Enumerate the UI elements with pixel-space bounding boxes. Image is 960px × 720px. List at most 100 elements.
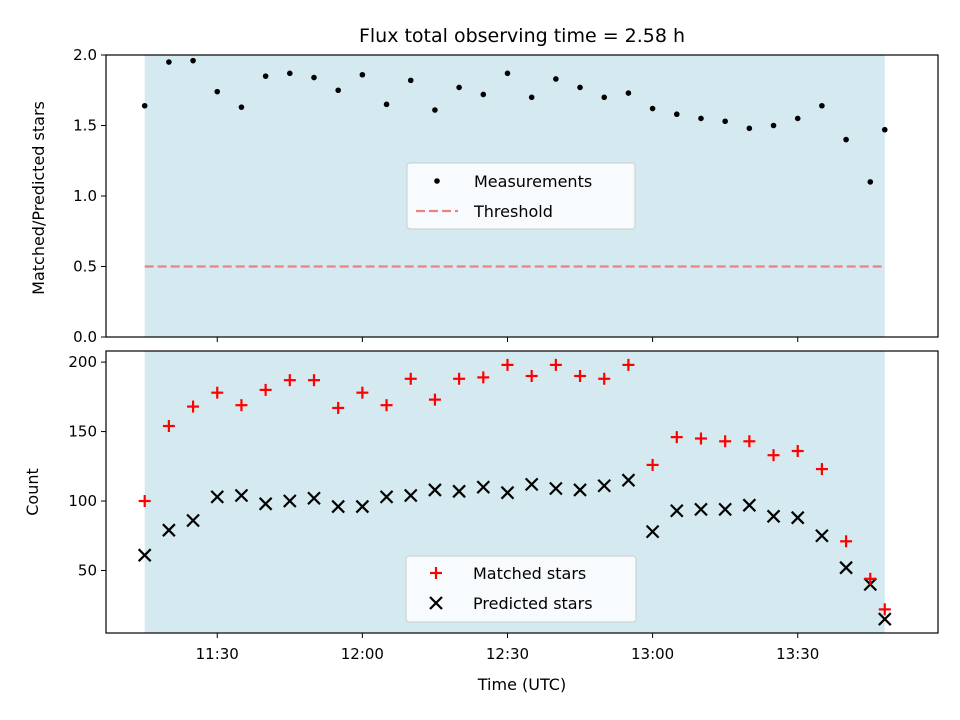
legend-matched-label: Matched stars: [473, 564, 586, 583]
measurement-point: [746, 125, 753, 132]
predicted-star-point: [694, 502, 708, 517]
predicted-star-point: [573, 483, 587, 497]
matched-star-point: [211, 386, 224, 399]
predicted-star-point: [549, 481, 563, 496]
predicted-star-point: [524, 477, 539, 492]
measurement-point: [577, 84, 583, 91]
y-tick-label: 2.0: [73, 46, 97, 64]
legend-measurements-label: Measurements: [474, 172, 592, 191]
matched-star-point: [525, 370, 538, 383]
y-tick-label: 100: [68, 492, 97, 510]
predicted-star-point: [283, 494, 297, 508]
matched-star-point: [477, 371, 490, 384]
measurement-point: [383, 101, 390, 108]
chart-title: Flux total observing time = 2.58 h: [359, 25, 685, 47]
predicted-star-point: [331, 499, 345, 514]
x-tick-label: 13:00: [631, 645, 674, 663]
predicted-star-point: [878, 612, 892, 626]
y-tick-label: 150: [68, 423, 97, 441]
measurement-point: [190, 57, 196, 64]
matched-star-point: [162, 420, 175, 433]
predicted-star-point: [670, 503, 684, 518]
count-y-axis-label: Count: [23, 468, 42, 516]
matched-star-point: [259, 383, 272, 396]
predicted-star-point: [790, 510, 805, 525]
predicted-star-point: [452, 484, 466, 499]
matched-star-point: [878, 603, 891, 616]
measurement-point: [601, 94, 608, 101]
count-legend: Matched stars Predicted stars: [405, 555, 637, 623]
measurement-point: [407, 77, 414, 84]
matched-star-point: [235, 399, 248, 412]
matched-star-point: [453, 372, 466, 385]
measurement-point: [456, 84, 462, 91]
predicted-star-point: [379, 490, 394, 504]
measurement-point: [649, 105, 656, 112]
y-tick-label: 1.5: [73, 117, 97, 135]
matched-star-point: [694, 432, 707, 445]
predicted-star-point: [258, 497, 273, 511]
measurement-point: [262, 73, 269, 79]
predicted-star-point: [476, 480, 491, 494]
measurement-point: [287, 70, 293, 77]
y-tick-label: 200: [68, 353, 97, 371]
measurement-point: [625, 90, 632, 96]
measurement-point: [673, 111, 680, 118]
measurement-point: [698, 115, 704, 122]
matched-star-point: [791, 445, 804, 458]
predicted-star-point: [403, 488, 418, 503]
y-tick-label: 1.0: [73, 187, 97, 205]
measurement-point: [359, 71, 366, 78]
matched-star-point: [428, 393, 441, 406]
predicted-star-point: [718, 502, 732, 517]
legend-predicted-label: Predicted stars: [473, 594, 593, 613]
matched-star-point: [549, 358, 562, 371]
count-panel-frame: [105, 350, 939, 634]
x-tick-label: 12:30: [486, 645, 529, 663]
matched-star-point: [622, 358, 635, 371]
matched-star-point: [404, 372, 417, 385]
predicted-star-point: [307, 491, 321, 506]
y-tick-label: 50: [78, 561, 97, 579]
matched-star-point: [501, 358, 514, 371]
ratio-panel: 0.00.51.01.52.0 Matched/Predicted stars …: [29, 46, 939, 346]
x-tick-label: 13:30: [776, 645, 819, 663]
measurement-point: [843, 136, 849, 143]
measurement-point: [432, 107, 438, 113]
predicted-star-point: [766, 509, 781, 524]
measurement-point: [867, 179, 874, 185]
y-tick-label: 0.0: [73, 328, 97, 346]
predicted-star-point: [162, 523, 176, 537]
measurement-point: [504, 70, 511, 77]
matched-star-point: [840, 535, 853, 548]
predicted-star-point: [742, 498, 757, 512]
predicted-star-point: [210, 490, 225, 504]
measurement-point: [480, 91, 487, 98]
matched-star-point: [719, 435, 732, 448]
ratio-y-axis-label: Matched/Predicted stars: [29, 101, 48, 295]
x-tick-label: 11:30: [196, 645, 239, 663]
matched-star-point: [308, 374, 320, 387]
predicted-star-point: [186, 513, 200, 528]
legend-matched-marker: [430, 567, 442, 579]
matched-star-point: [670, 431, 683, 444]
predicted-star-point: [815, 528, 829, 543]
measurement-point: [214, 88, 221, 95]
predicted-star-point: [355, 499, 370, 514]
measurement-point: [819, 102, 825, 109]
count-panel: 50 100 150 200 11:30 12:00 12:30 13:00 13:30 Cou…: [23, 350, 939, 694]
matched-star-point: [380, 399, 393, 412]
legend-threshold-label: Threshold: [473, 202, 553, 221]
measurement-point: [311, 74, 317, 81]
x-axis-label: Time (UTC): [477, 675, 566, 694]
ratio-legend: Measurements Threshold: [406, 162, 636, 230]
x-tick-label: 12:00: [341, 645, 384, 663]
measurement-point: [335, 87, 341, 94]
matched-star-point: [356, 386, 369, 399]
measurement-point: [881, 126, 888, 133]
predicted-star-point: [621, 473, 636, 487]
matched-star-point: [598, 372, 611, 385]
matched-star-point: [864, 572, 877, 585]
matched-star-point: [332, 401, 345, 414]
